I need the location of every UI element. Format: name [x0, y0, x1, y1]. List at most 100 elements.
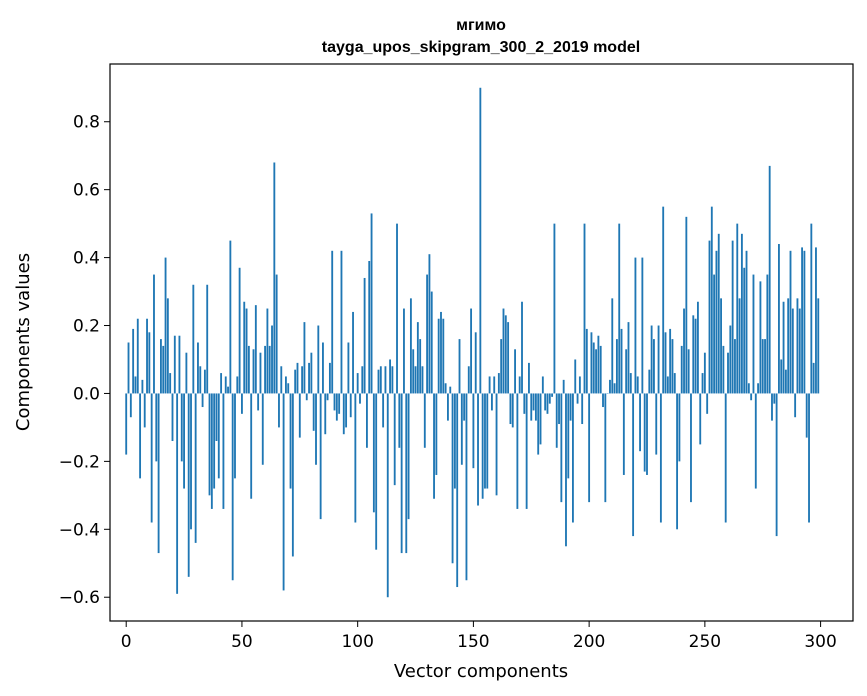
bar [210, 393, 213, 509]
bar [377, 369, 380, 394]
bar [224, 376, 227, 394]
bar [537, 393, 540, 455]
bar [238, 267, 241, 394]
bar [504, 315, 507, 394]
bar [507, 322, 510, 394]
bar [801, 247, 803, 394]
bar [646, 393, 648, 475]
bar [479, 87, 482, 394]
bar [173, 335, 176, 394]
bar [437, 318, 440, 394]
bar [444, 383, 447, 394]
bar [595, 349, 597, 394]
bar [333, 393, 336, 411]
bar [458, 339, 461, 394]
bar [791, 308, 794, 394]
bar [685, 216, 688, 394]
bar [250, 393, 253, 499]
bar [393, 393, 396, 486]
bar [789, 250, 792, 394]
bar [574, 359, 577, 394]
bar [217, 393, 220, 479]
bar [215, 393, 218, 441]
bar [558, 393, 560, 425]
bar [805, 393, 808, 438]
bar [488, 376, 491, 394]
bar [532, 393, 535, 411]
bar [701, 373, 704, 394]
bar [370, 213, 373, 394]
bar [812, 362, 815, 394]
bar [493, 376, 496, 394]
y-axis-ticks: −0.6 −0.4 −0.2 0.0 0.2 0.4 0.6 0.8 [59, 113, 110, 608]
x-tick-label: 250 [689, 632, 721, 652]
bar [259, 352, 262, 394]
bar [518, 376, 521, 394]
bar [298, 393, 301, 438]
bar [673, 373, 676, 394]
bar [720, 298, 722, 394]
bar [460, 393, 463, 465]
bar [261, 393, 264, 465]
bar [678, 393, 681, 462]
bar [627, 322, 630, 394]
bar [632, 393, 635, 537]
bar [389, 359, 391, 394]
bar [391, 366, 394, 394]
x-tick-label: 50 [231, 632, 253, 652]
bar [150, 393, 153, 523]
y-tick-label: 0.0 [73, 384, 100, 404]
bar [481, 393, 484, 499]
bar [620, 328, 623, 394]
bar [578, 376, 581, 394]
bar [602, 393, 604, 408]
bar [375, 393, 378, 550]
bar [778, 244, 780, 394]
bar [530, 393, 533, 421]
chart-title-line-2: tayga_upos_skipgram_300_2_2019 model [322, 39, 640, 56]
bar [708, 240, 711, 394]
bar [194, 393, 197, 543]
bar [171, 393, 174, 441]
bar [206, 284, 209, 394]
bar [141, 379, 144, 394]
bar [798, 308, 801, 394]
bar [754, 393, 757, 489]
bar [280, 366, 283, 394]
bar [817, 298, 820, 394]
bar [199, 366, 202, 394]
bar [419, 339, 422, 394]
bar [463, 393, 466, 421]
bar [160, 339, 162, 394]
bar [368, 260, 371, 394]
bar [125, 393, 128, 455]
bar [599, 345, 602, 394]
bar [361, 366, 364, 394]
bar [203, 369, 206, 394]
bar [567, 393, 570, 479]
bar [183, 393, 185, 489]
y-tick-label: −0.6 [59, 588, 100, 608]
bar [342, 393, 345, 435]
bar [539, 393, 542, 445]
bar [581, 393, 584, 425]
bar [641, 257, 644, 394]
bar [662, 206, 665, 394]
bar [676, 393, 679, 530]
bar [335, 393, 338, 421]
bar [692, 315, 695, 394]
bar [477, 393, 479, 506]
bar [560, 393, 563, 503]
bar [324, 393, 327, 435]
bar [366, 393, 368, 448]
bar [442, 318, 445, 394]
bar [590, 332, 593, 394]
bar [722, 345, 725, 394]
bar [731, 240, 734, 394]
bar [687, 349, 690, 394]
bar [310, 352, 313, 394]
bar [775, 393, 778, 537]
bar [127, 342, 130, 394]
bar [546, 393, 549, 414]
